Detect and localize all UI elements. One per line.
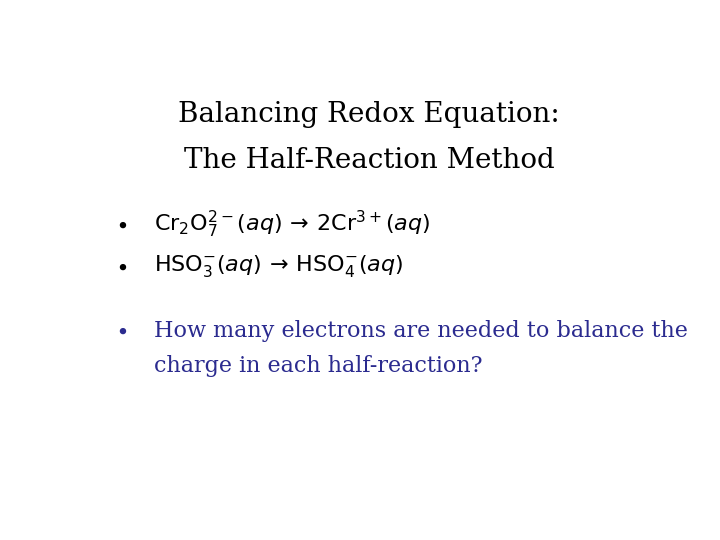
Text: charge in each half-reaction?: charge in each half-reaction? [154,355,482,377]
Text: How many electrons are needed to balance the: How many electrons are needed to balance… [154,320,688,342]
Text: $\bullet$: $\bullet$ [114,256,127,276]
Text: The Half-Reaction Method: The Half-Reaction Method [184,147,554,174]
Text: $\bullet$: $\bullet$ [114,215,127,235]
Text: $\mathrm{HSO_3^{-}}$$\mathit{(aq)}$$\,\rightarrow\,$$\mathrm{HSO_4^{-}}$$\mathit: $\mathrm{HSO_3^{-}}$$\mathit{(aq)}$$\,\r… [154,253,403,280]
Text: $\mathrm{Cr_2O_7^{2-}}$$\mathit{(aq)}$$\,\rightarrow\,$$\mathrm{2Cr^{3+}}$$\math: $\mathrm{Cr_2O_7^{2-}}$$\mathit{(aq)}$$\… [154,210,431,240]
Text: Balancing Redox Equation:: Balancing Redox Equation: [178,101,560,128]
Text: $\bullet$: $\bullet$ [114,321,127,341]
